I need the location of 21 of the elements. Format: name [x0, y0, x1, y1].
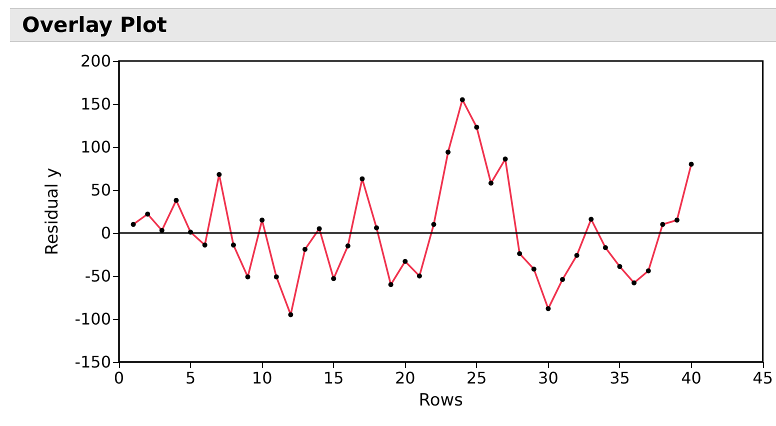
- x-tick-label: 5: [185, 368, 196, 388]
- y-tick-label: -50: [84, 266, 111, 286]
- x-tick-label: 20: [394, 368, 416, 388]
- y-tick-label: 100: [80, 138, 111, 156]
- y-tick-label: -100: [74, 310, 111, 328]
- y-tick-label: 200: [80, 52, 111, 70]
- x-tick-label: 35: [610, 368, 630, 388]
- x-tick-label: 45: [752, 368, 773, 388]
- x-tick-label: 15: [323, 368, 344, 388]
- y-tick-label: 0: [100, 224, 111, 242]
- x-tick-label: 40: [681, 368, 702, 388]
- y-axis-title: Residual y: [42, 168, 62, 256]
- y-tick-label: 50: [90, 180, 111, 200]
- x-axis-title: Rows: [418, 390, 464, 410]
- y-tick-label: -150: [74, 352, 111, 372]
- x-tick-label: 30: [538, 368, 558, 388]
- x-tick-label: 10: [252, 368, 272, 388]
- y-tick-label: 150: [80, 94, 111, 114]
- x-tick-label: 0: [114, 368, 124, 388]
- x-tick-label: 25: [466, 368, 487, 388]
- chart-title: Overlay Plot: [10, 8, 776, 42]
